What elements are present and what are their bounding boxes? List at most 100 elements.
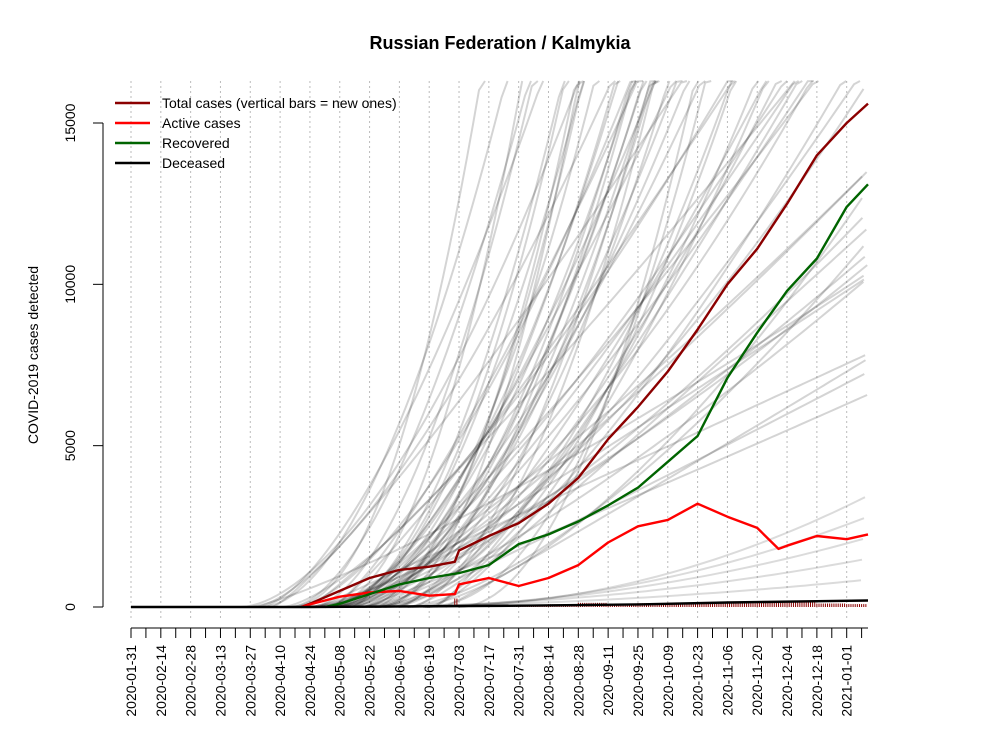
x-tick-label: 2020-08-28 (570, 645, 586, 717)
series-line-0 (300, 102, 869, 609)
comparison-line (374, 80, 760, 608)
x-tick-label: 2020-07-17 (481, 645, 497, 717)
x-tick-label: 2020-03-13 (212, 645, 228, 717)
comparison-line (342, 80, 788, 608)
comparison-line (356, 171, 868, 608)
comparison-line (302, 80, 814, 608)
comparison-line (395, 373, 865, 608)
comparison-line (336, 80, 566, 608)
comparison-line (353, 278, 865, 608)
series-line-1 (301, 502, 869, 609)
comparison-line (332, 80, 736, 608)
comparison-line (346, 80, 683, 608)
x-tick-label: 2020-01-31 (123, 645, 139, 717)
comparison-line (357, 80, 671, 608)
comparison-line (425, 496, 866, 608)
comparison-line (327, 80, 706, 608)
comparison-line (458, 80, 700, 608)
comparison-line (408, 80, 847, 608)
comparison-line (411, 197, 863, 608)
comparison-line (378, 80, 800, 608)
comparison-line (301, 80, 645, 608)
comparison-line (400, 80, 768, 608)
y-tick-label: 10000 (62, 265, 78, 304)
comparison-line (328, 217, 864, 608)
y-axis-label: COVID-2019 cases detected (25, 266, 41, 444)
comparison-line (384, 80, 656, 608)
comparison-line (308, 80, 796, 608)
comparison-line (364, 80, 648, 608)
legend-label: Deceased (162, 155, 225, 171)
series-line-2 (324, 183, 869, 609)
comparison-line (260, 80, 545, 608)
comparison-line (377, 80, 637, 608)
comparison-line (261, 80, 509, 608)
x-tick-label: 2020-06-19 (421, 645, 437, 717)
comparison-line (373, 80, 783, 608)
x-tick-label: 2020-12-18 (809, 645, 825, 717)
comparison-line (330, 80, 644, 608)
x-tick-label: 2020-08-14 (540, 645, 556, 717)
legend: Total cases (vertical bars = new ones) Ac… (115, 95, 397, 171)
comparison-line (435, 80, 803, 608)
comparison-line (338, 80, 819, 608)
comparison-line (309, 264, 868, 608)
x-tick-label: 2020-09-25 (630, 645, 646, 717)
comparison-line (316, 80, 570, 608)
x-tick-label: 2020-05-08 (332, 645, 348, 717)
comparison-line (286, 80, 486, 608)
comparison-line (407, 245, 865, 608)
x-axis: 2020-01-31 2020-02-14 2020-02-28 2020-03-13… (123, 627, 868, 717)
x-tick-label: 2020-05-22 (362, 645, 378, 717)
comparison-line (365, 80, 733, 608)
y-tick-label: 5000 (62, 430, 78, 461)
comparison-line (351, 80, 678, 608)
comparison-line (433, 228, 867, 608)
comparison-line (318, 354, 866, 608)
comparison-line (370, 80, 738, 608)
comparison-line (311, 88, 865, 608)
comparison-line (255, 80, 616, 608)
comparison-line (363, 80, 814, 608)
comparison-line (426, 80, 770, 608)
comparison-lines (240, 80, 869, 608)
series-lines (131, 102, 869, 609)
comparison-line (344, 80, 634, 608)
comparison-line (330, 80, 637, 608)
x-tick-label: 2020-03-27 (242, 645, 258, 717)
series-line-3 (131, 599, 869, 609)
comparison-line (290, 80, 532, 608)
x-tick-label: 2021-01-01 (839, 645, 855, 717)
comparison-line (294, 80, 637, 608)
legend-label: Total cases (vertical bars = new ones) (162, 95, 397, 111)
comparison-line (354, 255, 866, 608)
x-tick-label: 2020-12-04 (779, 645, 795, 717)
x-tick-label: 2020-10-09 (660, 645, 676, 717)
y-axis: 0 5000 10000 15000 (62, 103, 104, 611)
x-tick-label: 2020-10-23 (690, 645, 706, 717)
comparison-line (362, 80, 586, 608)
comparison-line (343, 80, 585, 608)
x-tick-label: 2020-06-05 (391, 645, 407, 717)
comparison-line (357, 80, 581, 608)
x-tick-label: 2020-07-31 (511, 645, 527, 717)
x-tick-label: 2020-09-11 (600, 645, 616, 716)
comparison-line (272, 80, 688, 608)
comparison-line (283, 80, 734, 608)
y-tick-label: 15000 (62, 103, 78, 142)
y-tick-label: 0 (62, 603, 78, 611)
comparison-line (337, 80, 657, 608)
comparison-line (321, 80, 659, 608)
comparison-line (312, 80, 620, 608)
comparison-line (309, 80, 539, 608)
comparison-line (445, 359, 867, 608)
x-tick-label: 2020-02-28 (183, 645, 199, 717)
comparison-line (410, 80, 657, 608)
comparison-line (397, 80, 861, 608)
comparison-line (341, 80, 691, 608)
x-tick-label: 2020-11-20 (749, 645, 765, 716)
x-tick-label: 2020-07-03 (451, 645, 467, 717)
legend-label: Recovered (162, 135, 230, 151)
